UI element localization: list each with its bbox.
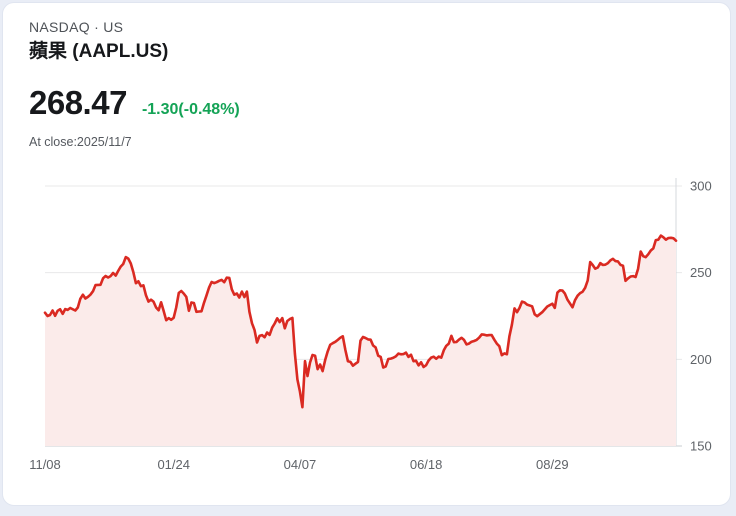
x-axis-label: 11/08: [29, 457, 61, 472]
price-change: -1.30(-0.48%): [141, 101, 240, 118]
y-axis-label: 150: [690, 439, 712, 454]
x-axis-label: 01/24: [157, 457, 190, 472]
exchange-label: NASDAQ · US: [29, 19, 124, 35]
x-axis-label: 06/18: [410, 457, 443, 472]
price-chart[interactable]: 300 250 200 150 11/08 01/24 04/07 06/18 08/29: [3, 3, 736, 516]
close-time: At close:2025/11/7: [29, 135, 132, 149]
price-line[interactable]: [43, 234, 678, 409]
price-value: 268.47: [29, 84, 127, 121]
x-axis-label: 04/07: [284, 457, 317, 472]
stock-quote-card: NASDAQ · US 蘋果 (AAPL.US) 268.47 -1.30(-0…: [2, 2, 731, 506]
stock-title: 蘋果 (AAPL.US): [29, 41, 169, 62]
y-axis-label: 300: [690, 179, 712, 194]
x-axis-label: 08/29: [536, 457, 569, 472]
price-row: 268.47 -1.30(-0.48%): [29, 86, 240, 120]
quote-header: NASDAQ · US 蘋果 (AAPL.US) 268.47 -1.30(-0…: [29, 19, 240, 149]
y-axis-label: 200: [690, 352, 712, 367]
y-axis-label: 250: [690, 265, 712, 280]
